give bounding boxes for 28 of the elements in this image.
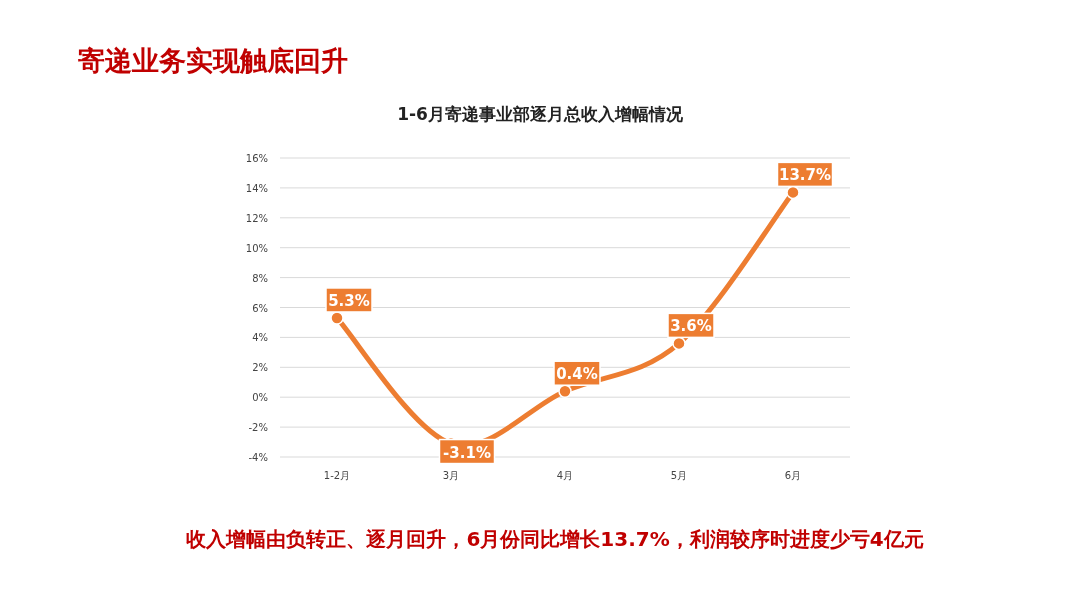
data-label: 0.4%: [556, 365, 598, 384]
point: [330, 311, 344, 325]
x-tick-label: 5月: [670, 470, 688, 481]
chart-title: 寄递业务实现触底回升: [78, 45, 348, 76]
point: [558, 384, 572, 398]
y-tick-label: 8%: [252, 272, 268, 284]
chart-subtitle: 1-6月寄递事业部逐月总收入增幅情况: [397, 104, 684, 124]
y-tick-label: -2%: [248, 422, 268, 434]
x-tick-label: 1-2月: [323, 470, 351, 481]
x-tick-label: 3月: [442, 470, 460, 481]
data-label: 13.7%: [778, 166, 832, 185]
point: [786, 185, 800, 200]
y-tick-label: 0%: [252, 392, 268, 404]
data-label: 5.3%: [328, 291, 370, 310]
y-tick-label: -4%: [248, 452, 268, 463]
x-tick-label: 4月: [556, 470, 574, 481]
y-tick-label: 6%: [252, 302, 268, 314]
data-label: 3.6%: [670, 317, 712, 336]
data-label: -3.1%: [443, 443, 491, 462]
y-tick-label: 4%: [252, 332, 268, 344]
y-tick-label: 2%: [252, 362, 268, 374]
y-tick-label: 14%: [245, 182, 268, 194]
point: [672, 336, 686, 351]
y-tick-label: 10%: [245, 242, 268, 254]
text: 收入增幅由负转正、逐月回升，6月份同比增长13.7%，利润较序时进度少亏4亿元: [186, 527, 924, 551]
y-tick-label: 16%: [245, 153, 268, 164]
x-tick-label: 6月: [784, 470, 802, 481]
y-tick-label: 12%: [245, 212, 268, 224]
